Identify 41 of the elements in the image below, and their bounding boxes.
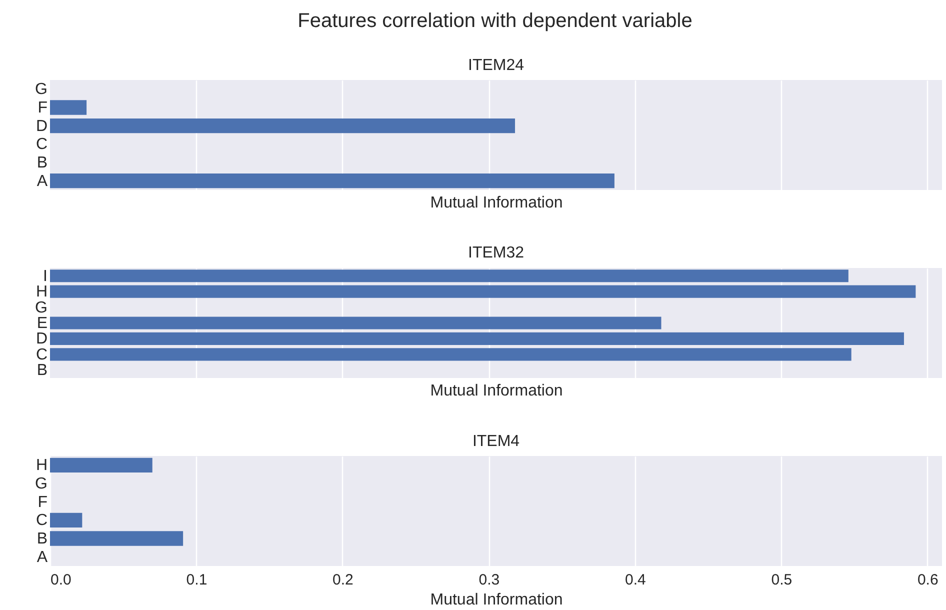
chart-title: ITEM32 bbox=[468, 244, 524, 262]
y-tick-label: A bbox=[36, 172, 48, 190]
x-tick-label: 0.0 bbox=[50, 572, 72, 588]
y-tick-label: F bbox=[38, 494, 48, 511]
bar bbox=[50, 512, 82, 528]
y-tick-label: A bbox=[36, 548, 48, 566]
bar bbox=[50, 316, 662, 330]
y-tick-label: E bbox=[36, 315, 48, 332]
y-tick-label: G bbox=[35, 81, 48, 98]
y-tick-label: G bbox=[35, 476, 48, 492]
y-tick-label: B bbox=[36, 154, 48, 172]
y-tick-label: C bbox=[36, 346, 48, 364]
bar bbox=[50, 332, 904, 345]
x-tick-label: 0.3 bbox=[478, 572, 500, 588]
x-tick-label: 0.1 bbox=[186, 572, 208, 588]
bar bbox=[50, 348, 852, 361]
bar bbox=[50, 458, 152, 472]
y-tick-label: H bbox=[36, 457, 48, 474]
x-tick-label: 0.5 bbox=[771, 572, 792, 588]
bar bbox=[50, 285, 916, 298]
bar bbox=[50, 531, 184, 546]
x-axis-title: Mutual Information bbox=[430, 382, 563, 400]
y-tick-label: H bbox=[36, 284, 48, 301]
y-tick-label: B bbox=[36, 530, 48, 548]
y-tick-label: G bbox=[35, 299, 48, 316]
y-tick-label: C bbox=[36, 512, 48, 530]
y-tick-label: B bbox=[36, 362, 48, 380]
y-tick-label: D bbox=[36, 118, 48, 135]
y-tick-label: C bbox=[36, 136, 48, 154]
x-tick-label: 0.4 bbox=[624, 572, 646, 588]
x-tick-label: 0.6 bbox=[917, 572, 938, 588]
x-tick-label: 0.2 bbox=[332, 572, 354, 588]
x-axis-title: Mutual Information bbox=[430, 194, 563, 212]
y-tick-label: I bbox=[43, 268, 48, 285]
text: Features correlation with dependent variable bbox=[296, 9, 694, 34]
bar bbox=[50, 270, 848, 282]
chart-title: ITEM24 bbox=[468, 57, 524, 74]
y-tick-label: D bbox=[36, 330, 48, 348]
x-axis-title: Mutual Information bbox=[430, 592, 563, 608]
y-tick-label: F bbox=[38, 100, 48, 116]
chart-title: ITEM4 bbox=[472, 433, 520, 450]
